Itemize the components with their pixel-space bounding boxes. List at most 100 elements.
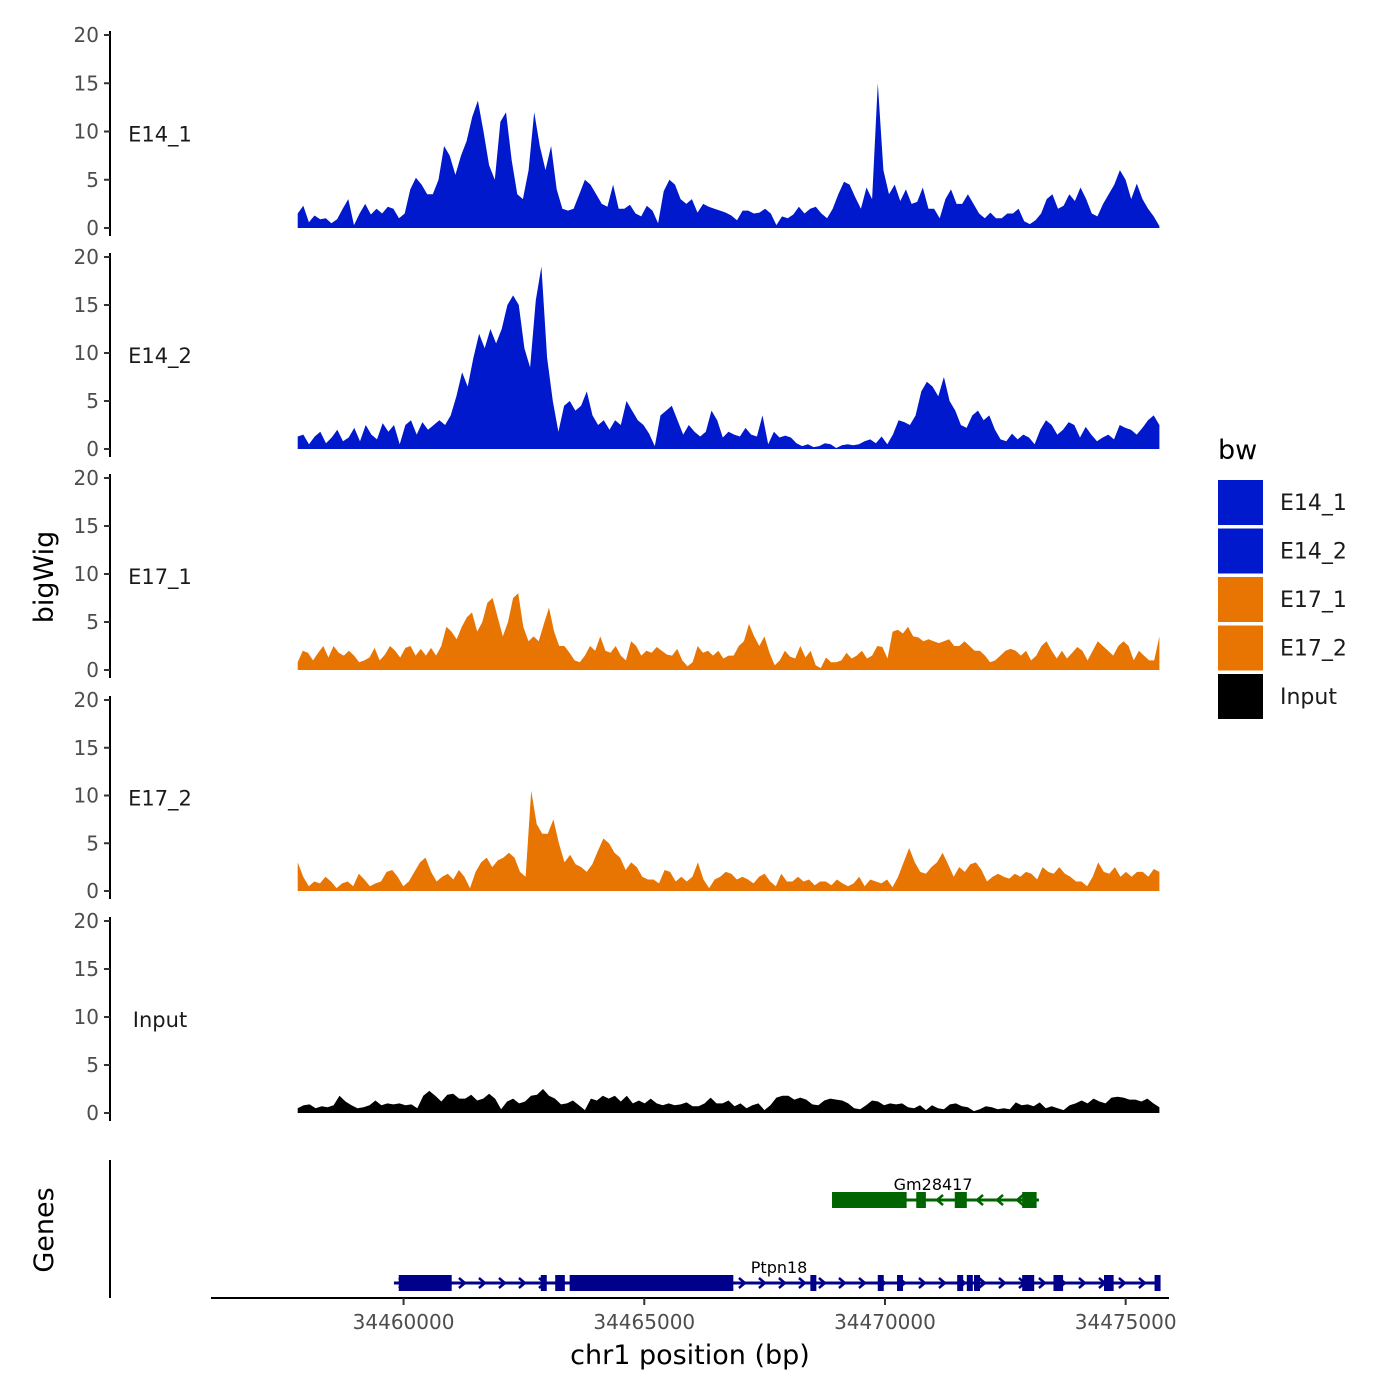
strand-arrow bbox=[478, 1277, 487, 1289]
gene-exon bbox=[555, 1275, 565, 1291]
legend-label: E14_1 bbox=[1280, 491, 1347, 516]
track-e14_1: 0 5 10 15 20 E14_1 bbox=[74, 23, 1160, 240]
strand-arrow bbox=[1015, 1194, 1024, 1206]
y-tick-label: 20 bbox=[74, 23, 99, 47]
x-tick-label: 34475000 bbox=[1075, 1310, 1177, 1334]
track-label: E17_1 bbox=[128, 565, 192, 590]
y-tick-label: 15 bbox=[74, 514, 99, 538]
y-tick-label: 15 bbox=[74, 957, 99, 981]
strand-arrow bbox=[1038, 1277, 1047, 1289]
coverage-area-e17_2 bbox=[297, 790, 1160, 891]
y-tick-label: 10 bbox=[74, 120, 99, 144]
legend-label: Input bbox=[1280, 685, 1337, 710]
y-tick-label: 10 bbox=[74, 1005, 99, 1029]
legend-swatch bbox=[1218, 528, 1263, 574]
strand-arrow bbox=[838, 1277, 847, 1289]
legend-swatch bbox=[1218, 674, 1263, 719]
track-input: 0 5 10 15 20 Input bbox=[74, 909, 1160, 1125]
y-tick-label: 20 bbox=[74, 909, 99, 933]
y-tick-label: 0 bbox=[86, 879, 99, 903]
gene-exon bbox=[398, 1275, 452, 1291]
strand-arrow bbox=[995, 1194, 1004, 1206]
gene-exon bbox=[966, 1275, 973, 1291]
coverage-area-e14_1 bbox=[297, 83, 1160, 228]
y-tick-label: 0 bbox=[86, 437, 99, 461]
y-tick-label: 20 bbox=[74, 466, 99, 490]
strand-arrow bbox=[1138, 1277, 1147, 1289]
coverage-area-e14_2 bbox=[297, 266, 1160, 449]
coverage-area-e17_1 bbox=[297, 593, 1160, 670]
gene-exon bbox=[1022, 1192, 1037, 1208]
y-axis-title: bigWig bbox=[29, 531, 60, 624]
gene-exon bbox=[832, 1192, 907, 1208]
y-tick-label: 10 bbox=[74, 341, 99, 365]
y-tick-label: 0 bbox=[86, 216, 99, 240]
gene-exon bbox=[1053, 1275, 1064, 1291]
y-tick-label: 15 bbox=[74, 71, 99, 95]
legend-label: E14_2 bbox=[1280, 540, 1347, 565]
strand-arrow bbox=[738, 1277, 747, 1289]
gene-exon bbox=[877, 1275, 884, 1291]
track-label: E17_2 bbox=[128, 787, 192, 812]
gene-exon bbox=[569, 1275, 734, 1291]
coverage-tracks: 05101520E14_105101520E14_205101520E17_10… bbox=[74, 23, 1160, 1125]
y-tick-label: 10 bbox=[74, 784, 99, 808]
y-tick-label: 5 bbox=[86, 168, 99, 192]
x-tick-label: 34465000 bbox=[593, 1310, 695, 1334]
genes-axis-title: Genes bbox=[29, 1187, 60, 1272]
y-tick-label: 15 bbox=[74, 293, 99, 317]
y-tick-label: 20 bbox=[74, 688, 99, 712]
y-tick-label: 15 bbox=[74, 736, 99, 760]
y-tick-label: 0 bbox=[86, 1101, 99, 1125]
y-tick-label: 5 bbox=[86, 610, 99, 634]
gene-exon bbox=[540, 1275, 547, 1291]
legend-title: bw bbox=[1218, 435, 1257, 466]
legend-label: E17_2 bbox=[1280, 637, 1347, 662]
gene-exon bbox=[1154, 1275, 1161, 1291]
strand-arrow bbox=[518, 1277, 527, 1289]
legend-item-e17_2: E17_2 bbox=[1218, 625, 1347, 671]
x-tick-label: 34470000 bbox=[834, 1310, 936, 1334]
gene-label: Ptpn18 bbox=[751, 1258, 808, 1277]
strand-arrow bbox=[938, 1277, 947, 1289]
legend-swatch bbox=[1218, 480, 1263, 525]
track-e17_1: 0 5 10 15 20 E17_1 bbox=[74, 466, 1160, 682]
legend-item-e14_1: E14_1 bbox=[1218, 480, 1347, 525]
strand-arrow bbox=[1118, 1277, 1127, 1289]
gene-exon bbox=[897, 1275, 904, 1291]
y-tick-label: 5 bbox=[86, 831, 99, 855]
strand-arrow bbox=[798, 1277, 807, 1289]
x-axis: 34460000 34465000 34470000 34475000 bbox=[211, 1297, 1177, 1334]
gene-exon bbox=[974, 1275, 981, 1291]
gene-gm28417: Gm28417 bbox=[832, 1175, 1040, 1208]
strand-arrow bbox=[1078, 1277, 1087, 1289]
gene-ptpn18: Ptpn18 bbox=[393, 1258, 1161, 1291]
gene-exon bbox=[810, 1275, 817, 1291]
legend-item-input: Input bbox=[1218, 674, 1337, 719]
track-label: E14_1 bbox=[128, 123, 192, 148]
track-label: Input bbox=[133, 1008, 187, 1032]
coverage-area-input bbox=[297, 1089, 1160, 1113]
y-tick-label: 5 bbox=[86, 1053, 99, 1077]
legend-item-e17_1: E17_1 bbox=[1218, 577, 1347, 622]
strand-arrow bbox=[998, 1277, 1007, 1289]
strand-arrow bbox=[858, 1277, 867, 1289]
y-tick-label: 5 bbox=[86, 389, 99, 413]
strand-arrow bbox=[818, 1277, 827, 1289]
gene-exon bbox=[916, 1192, 926, 1208]
y-tick-label: 0 bbox=[86, 658, 99, 682]
track-label: E14_2 bbox=[128, 344, 192, 369]
gene-exon bbox=[1104, 1275, 1114, 1291]
strand-arrow bbox=[978, 1277, 987, 1289]
gene-track: Ptpn18 Gm28417 bbox=[109, 1160, 1161, 1298]
x-axis-title: chr1 position (bp) bbox=[570, 1340, 810, 1371]
legend: bw E14_1 E14_2 E17_1 E17_2 Input bbox=[1218, 435, 1347, 719]
strand-arrow bbox=[918, 1277, 927, 1289]
y-tick-label: 10 bbox=[74, 562, 99, 586]
legend-swatch bbox=[1218, 625, 1263, 671]
strand-arrow bbox=[498, 1277, 507, 1289]
legend-item-e14_2: E14_2 bbox=[1218, 528, 1347, 574]
strand-arrow bbox=[758, 1277, 767, 1289]
track-e17_2: 0 5 10 15 20 E17_2 bbox=[74, 688, 1160, 903]
strand-arrow bbox=[778, 1277, 787, 1289]
